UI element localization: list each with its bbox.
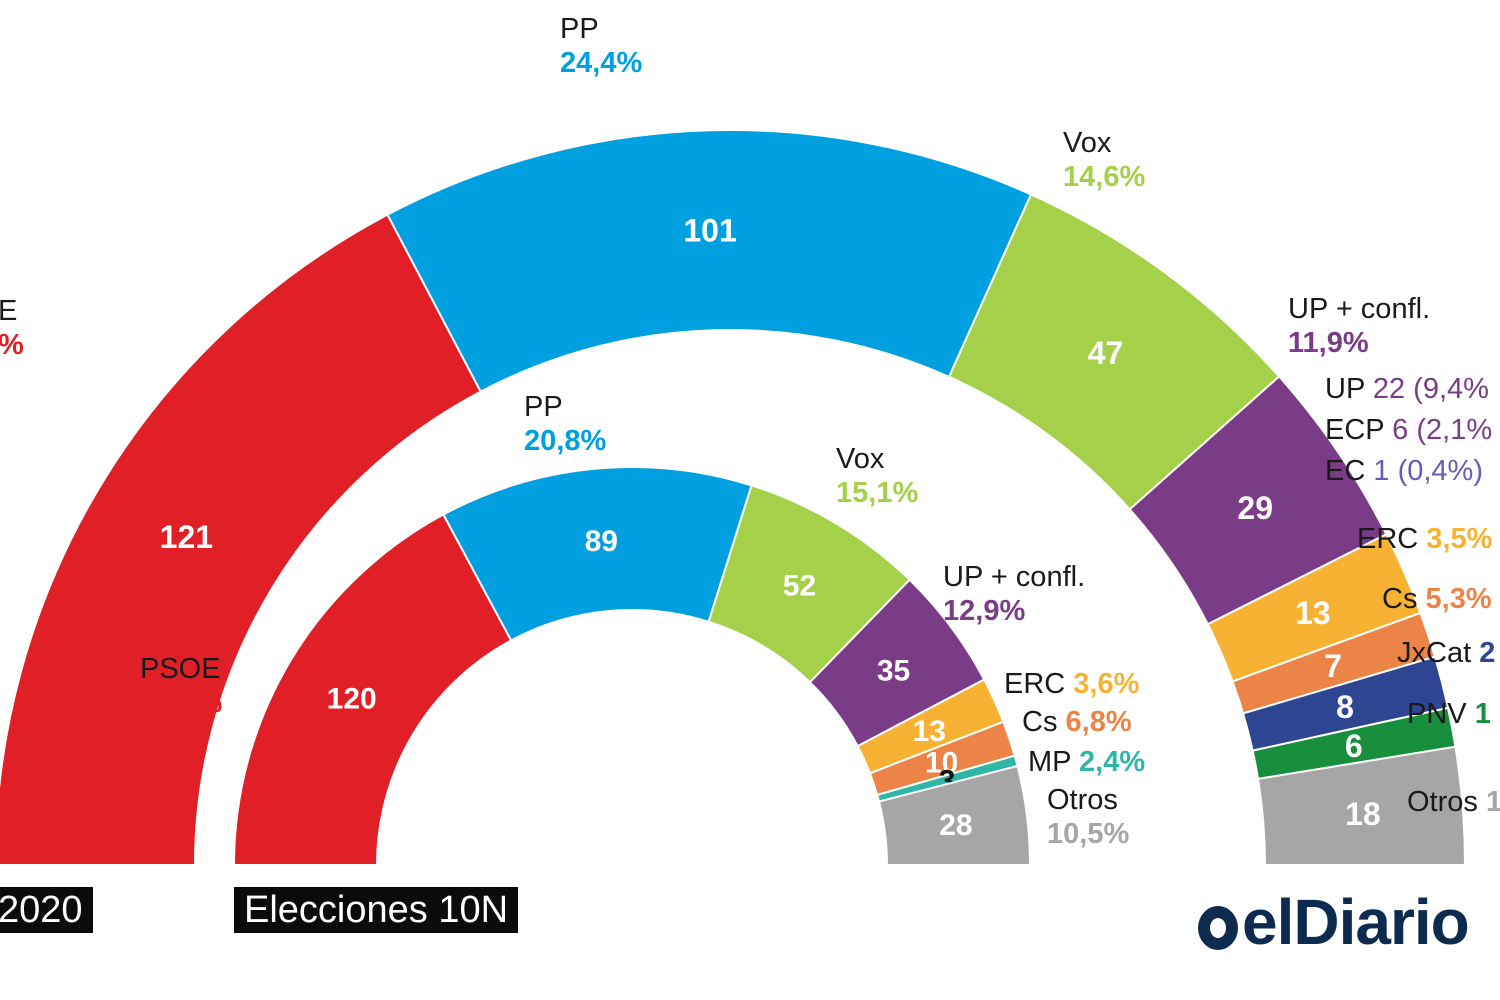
label-erc-outer: ERC 3,5% bbox=[1357, 523, 1493, 555]
seat-count-outer-psoe: 121 bbox=[160, 519, 213, 555]
seat-count-inner-pp: 89 bbox=[585, 525, 618, 558]
seat-wedge-outer-pp bbox=[386, 129, 1033, 393]
seat-count-outer-cs: 7 bbox=[1324, 648, 1342, 684]
label-up-outer: UP + confl. 11,9% bbox=[1288, 293, 1431, 359]
label-pnv-outer: PNV 1 bbox=[1407, 698, 1491, 730]
seat-wedge-outer-psoe bbox=[0, 213, 483, 866]
label-erc-inner: ERC 3,6% bbox=[1004, 668, 1140, 700]
label-up-inner: UP + confl. 12,9% bbox=[943, 561, 1086, 627]
label-vox-inner: Vox 15,1% bbox=[836, 443, 919, 509]
seat-count-outer-erc: 13 bbox=[1295, 595, 1331, 631]
label-vox-outer: Vox 14,6% bbox=[1063, 127, 1146, 193]
seat-wedge-inner-otros bbox=[877, 764, 1032, 866]
label-otros-inner: Otros 10,5% bbox=[1047, 784, 1130, 850]
seat-count-inner-psoe: 120 bbox=[327, 683, 377, 716]
seat-count-outer-jxcat: 8 bbox=[1336, 689, 1354, 725]
label-jxcat-outer: JxCat 2 bbox=[1397, 637, 1496, 669]
label-up-breakdown-up: UP 22 (9,4% bbox=[1325, 373, 1489, 405]
seat-count-outer-otros: 18 bbox=[1345, 796, 1381, 832]
seat-count-outer-pp: 101 bbox=[683, 212, 736, 248]
seat-wedge-outer-otros bbox=[1256, 745, 1467, 866]
seat-count-inner-up-confl-: 35 bbox=[877, 655, 910, 688]
seat-count-inner-vox: 52 bbox=[783, 570, 816, 603]
eldiario-logo: elDiario bbox=[1198, 885, 1470, 959]
seat-count-inner-erc: 13 bbox=[913, 715, 946, 748]
ring-title-10n: Elecciones 10N bbox=[234, 887, 519, 933]
label-psoe-outer-fragment: E % bbox=[0, 295, 24, 361]
label-cs-inner: Cs 6,8% bbox=[1022, 706, 1132, 738]
eldiario-logo-text: elDiario bbox=[1242, 886, 1470, 958]
seat-count-inner-otros: 28 bbox=[939, 809, 972, 842]
label-up-breakdown-ec: EC 1 (0,4%) bbox=[1325, 455, 1483, 487]
label-otros-outer: Otros 1 bbox=[1407, 786, 1500, 818]
label-psoe-inner: PSOE 28,0% bbox=[140, 653, 223, 719]
ring-title-2020: 2020 bbox=[0, 887, 93, 933]
seat-count-outer-up-confl-: 29 bbox=[1237, 490, 1273, 526]
label-pp-outer: PP 24,4% bbox=[560, 13, 643, 79]
eldiario-logo-mark-icon bbox=[1198, 906, 1238, 950]
seat-count-outer-vox: 47 bbox=[1088, 335, 1124, 371]
label-mp-inner: MP 2,4% bbox=[1028, 746, 1146, 778]
label-cs-outer: Cs 5,3% bbox=[1382, 583, 1492, 615]
seat-wedge-inner-psoe bbox=[232, 513, 513, 866]
label-pp-inner: PP 20,8% bbox=[524, 391, 607, 457]
seat-count-outer-pnv: 6 bbox=[1345, 728, 1363, 764]
label-up-breakdown-ecp: ECP 6 (2,1% bbox=[1325, 414, 1493, 446]
